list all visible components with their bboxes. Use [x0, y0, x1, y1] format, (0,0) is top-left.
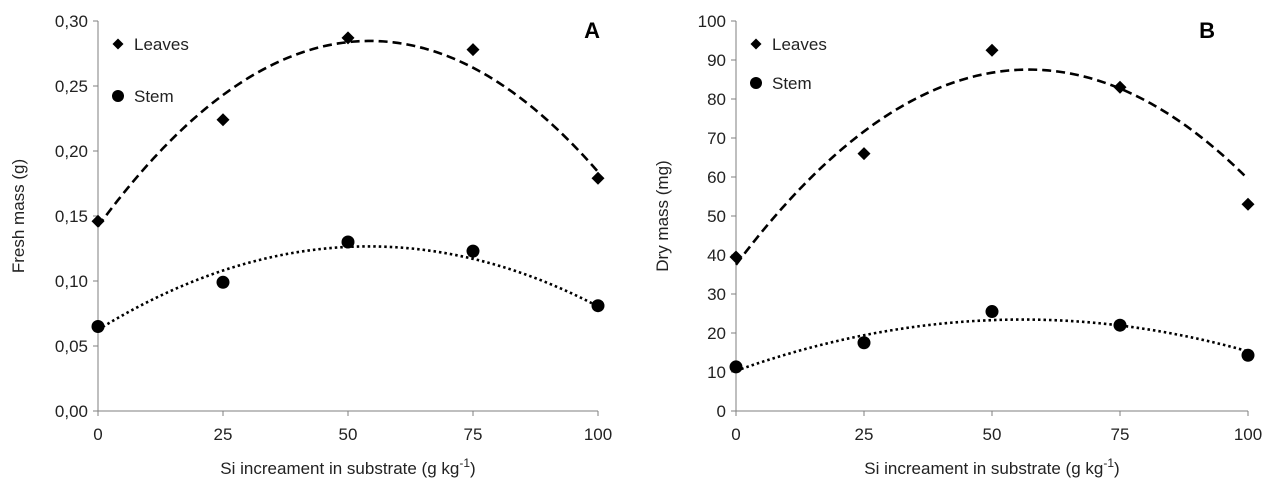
- x-tick-label: 75: [1111, 425, 1130, 444]
- leaves-point: [216, 113, 230, 127]
- leaves-point: [591, 171, 605, 185]
- leaves-trendline: [96, 39, 599, 228]
- panel-b: 0 10 20 30 40 50 60 70 80 90 100 0 25 50 75 100 Dry mass…: [653, 12, 1262, 478]
- y-tick-label: 20: [707, 324, 726, 343]
- y-tick-label: 70: [707, 129, 726, 148]
- stem-point: [591, 299, 605, 313]
- stem-point: [91, 320, 105, 333]
- y-tick-label: 0: [717, 402, 726, 421]
- y-tick-label: 0,25: [55, 77, 88, 96]
- panel-letter: B: [1199, 18, 1215, 43]
- x-axis-title-superscript: -1: [1103, 456, 1114, 470]
- x-axis-title-superscript: -1: [459, 456, 470, 470]
- legend-stem-label: Stem: [134, 87, 174, 106]
- y-tick-label: 60: [707, 168, 726, 187]
- legend-leaves-marker: [750, 38, 762, 50]
- y-tick-label: 30: [707, 285, 726, 304]
- legend-leaves-label: Leaves: [134, 35, 189, 54]
- y-axis-title: Dry mass (mg): [653, 160, 672, 271]
- stem-point: [216, 275, 230, 289]
- legend-stem-label: Stem: [772, 74, 812, 93]
- leaves-point: [1113, 80, 1127, 94]
- stem-point: [729, 360, 743, 374]
- legend-stem-marker: [750, 77, 762, 89]
- panel-a: 0,00 0,05 0,10 0,15 0,20 0,25 0,30 0 25 50 75 100 Fr…: [9, 12, 612, 478]
- stem-point: [985, 305, 999, 319]
- x-axis-title-end: ): [1114, 459, 1120, 478]
- stem-point: [1241, 348, 1255, 362]
- y-tick-label: 0,15: [55, 207, 88, 226]
- legend-leaves-label: Leaves: [772, 35, 827, 54]
- x-axis-title: Si increament in substrate (g kg-1): [220, 456, 475, 478]
- leaves-point: [985, 43, 999, 57]
- y-tick-label: 0,05: [55, 337, 88, 356]
- y-tick-label: 10: [707, 363, 726, 382]
- x-tick-label: 50: [339, 425, 358, 444]
- x-tick-label: 0: [731, 425, 740, 444]
- x-tick-label: 75: [464, 425, 483, 444]
- y-tick-label: 40: [707, 246, 726, 265]
- x-tick-label: 100: [584, 425, 612, 444]
- legend-stem-marker: [112, 90, 124, 102]
- y-tick-label: 0,00: [55, 402, 88, 421]
- y-tick-label: 90: [707, 51, 726, 70]
- stem-point: [1113, 318, 1127, 332]
- y-tick-label: 0,30: [55, 12, 88, 31]
- x-tick-label: 25: [855, 425, 874, 444]
- stem-point: [466, 244, 480, 258]
- leaves-point: [466, 43, 480, 57]
- x-tick-label: 100: [1234, 425, 1262, 444]
- y-tick-label: 0,10: [55, 272, 88, 291]
- leaves-point: [857, 147, 871, 161]
- y-axis-title: Fresh mass (g): [9, 159, 28, 273]
- stem-point: [341, 235, 355, 249]
- leaves-trendline: [734, 68, 1249, 266]
- x-tick-label: 25: [214, 425, 233, 444]
- y-tick-label: 50: [707, 207, 726, 226]
- x-axis-title-end: ): [470, 459, 476, 478]
- leaves-point: [341, 31, 355, 45]
- stem-trendline: [735, 318, 1249, 373]
- leaves-point: [1241, 197, 1255, 211]
- legend-leaves-marker: [112, 38, 124, 50]
- y-tick-label: 80: [707, 90, 726, 109]
- x-axis-title-main: Si increament in substrate (g kg: [864, 459, 1103, 478]
- leaves-point: [729, 250, 743, 264]
- x-tick-label: 50: [983, 425, 1002, 444]
- leaves-point: [91, 214, 105, 228]
- x-axis-title-main: Si increament in substrate (g kg: [220, 459, 459, 478]
- stem-trendline: [97, 245, 599, 331]
- y-tick-label: 0,20: [55, 142, 88, 161]
- x-axis-title: Si increament in substrate (g kg-1): [864, 456, 1119, 478]
- y-tick-label: 100: [698, 12, 726, 31]
- x-tick-label: 0: [93, 425, 102, 444]
- panel-letter: A: [584, 18, 600, 43]
- stem-point: [857, 336, 871, 350]
